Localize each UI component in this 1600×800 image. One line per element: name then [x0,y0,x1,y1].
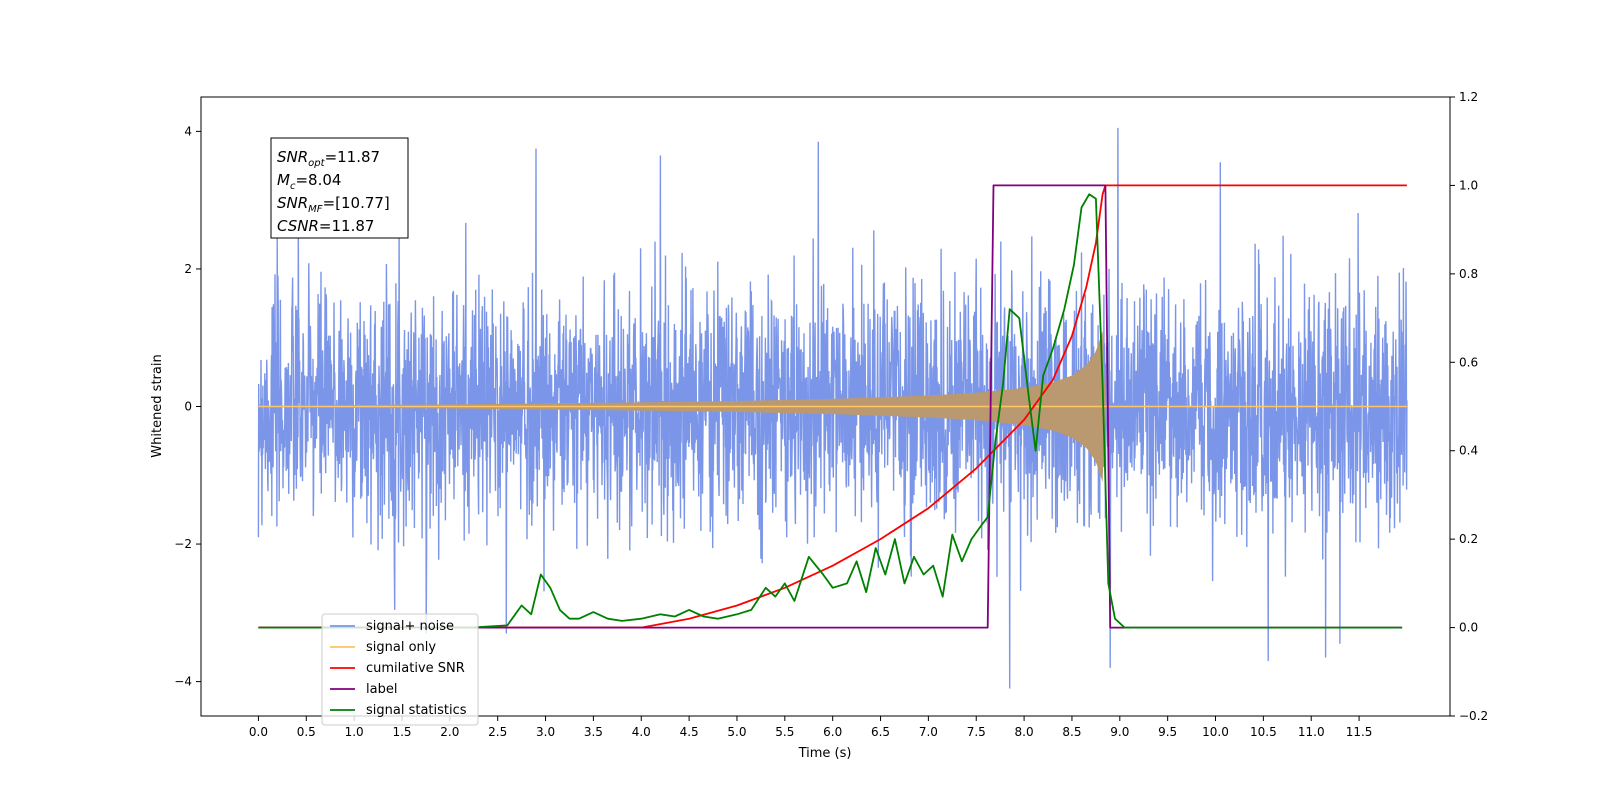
x-tick-label: 5.5 [775,725,794,739]
y-tick-label-right: 1.0 [1459,178,1478,192]
x-tick-label: 8.5 [1062,725,1081,739]
y-axis-label-left: Whitened strain [150,354,165,457]
x-tick-label: 11.5 [1346,725,1373,739]
legend-label: signal only [366,640,436,655]
legend-label: signal statistics [366,703,467,718]
annotation-line: SNRMF=[10.77] [277,194,390,215]
annotation-line: CSNR=11.87 [277,217,374,235]
annotation-line: Mc=8.04 [277,171,341,192]
x-tick-label: 5.0 [727,725,746,739]
legend-label: signal+ noise [366,619,454,634]
x-tick-label: 8.0 [1015,725,1034,739]
y-tick-label-left: 4 [184,124,192,138]
x-tick-label: 3.5 [584,725,603,739]
x-tick-label: 0.0 [249,725,268,739]
x-tick-label: 7.5 [967,725,986,739]
y-tick-label-right: 1.2 [1459,90,1478,104]
y-tick-label-right: 0.2 [1459,532,1478,546]
x-tick-label: 10.5 [1250,725,1277,739]
x-tick-label: 9.0 [1110,725,1129,739]
x-tick-label: 2.5 [488,725,507,739]
legend-frame [321,613,479,726]
x-tick-label: 1.5 [392,725,411,739]
y-tick-label-right: −0.2 [1459,709,1488,723]
x-tick-label: 10.0 [1202,725,1229,739]
legend-label: cumilative SNR [366,661,465,676]
x-tick-label: 2.0 [440,725,459,739]
y-tick-label-right: 0.8 [1459,267,1478,281]
x-tick-label: 9.5 [1158,725,1177,739]
legend-label: label [366,682,397,697]
x-axis-label: Time (s) [798,746,852,761]
series-signal-statistics [258,193,1403,629]
x-tick-label: 3.0 [536,725,555,739]
y-tick-label-left: 2 [184,262,192,276]
series-signal-noise [257,127,1408,689]
annotation-frame [270,137,409,239]
x-tick-label: 6.0 [823,725,842,739]
y-tick-label-left: 0 [184,400,192,414]
x-tick-label: 0.5 [297,725,316,739]
annotation-line: SNRopt=11.87 [277,148,380,169]
axes: 0.0 0.5 1.0 1.5 2.0 2.5 3.0 3.5 4.0 4.5 5.0 5.5 6.0 6… [174,90,1488,739]
x-tick-label: 6.5 [871,725,890,739]
y-tick-label-left: −2 [174,537,192,551]
x-tick-label: 4.0 [632,725,651,739]
x-tick-label: 4.5 [680,725,699,739]
y-tick-label-left: −4 [174,675,192,689]
y-tick-label-right: 0.0 [1459,621,1478,635]
y-tick-label-right: 0.6 [1459,355,1478,369]
x-tick-label: 1.0 [345,725,364,739]
y-tick-label-right: 0.4 [1459,444,1478,458]
x-tick-label: 11.0 [1298,725,1325,739]
legend: signal+ noise signal only cumilative SNR la… [321,613,479,726]
x-tick-label: 7.0 [919,725,938,739]
